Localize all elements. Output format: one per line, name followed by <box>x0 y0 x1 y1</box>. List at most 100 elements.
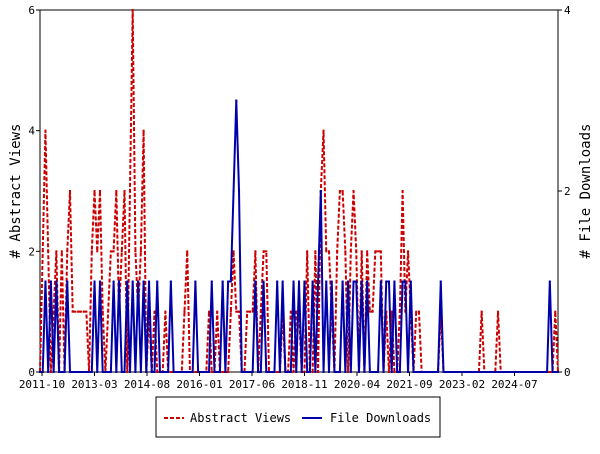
point-abstract-views <box>238 310 241 313</box>
point-abstract-views <box>292 371 295 373</box>
point-file-downloads <box>325 280 328 283</box>
point-file-downloads <box>483 371 486 373</box>
point-file-downloads <box>71 371 74 373</box>
legend-label-abstract-views: Abstract Views <box>190 411 291 425</box>
point-abstract-views <box>311 371 314 373</box>
point-file-downloads <box>77 371 80 373</box>
point-file-downloads <box>238 190 241 192</box>
point-file-downloads <box>387 280 390 283</box>
point-abstract-views <box>327 250 330 253</box>
point-file-downloads <box>357 371 360 373</box>
point-file-downloads <box>475 371 478 373</box>
point-file-downloads <box>259 371 262 373</box>
point-abstract-views <box>93 190 96 192</box>
x-tick-label: 2017-06 <box>229 378 275 391</box>
point-file-downloads <box>68 371 71 373</box>
point-file-downloads <box>352 280 355 283</box>
point-abstract-views <box>554 310 557 313</box>
point-file-downloads <box>453 371 456 373</box>
point-abstract-views <box>68 190 71 192</box>
point-file-downloads <box>480 371 483 373</box>
point-file-downloads <box>175 371 178 373</box>
x-tick-label: 2020-04 <box>334 378 381 391</box>
point-abstract-views <box>120 250 123 253</box>
point-file-downloads <box>47 371 50 373</box>
point-abstract-views <box>366 250 369 253</box>
point-file-downloads <box>104 371 107 373</box>
point-file-downloads <box>66 280 69 283</box>
point-file-downloads <box>191 371 194 373</box>
point-file-downloads <box>205 371 208 373</box>
point-abstract-views <box>128 190 131 192</box>
x-tick-label: 2011-10 <box>19 378 65 391</box>
point-abstract-views <box>71 310 74 313</box>
point-file-downloads <box>284 371 287 373</box>
point-file-downloads <box>178 371 181 373</box>
point-file-downloads <box>382 371 385 373</box>
point-file-downloads <box>543 371 546 373</box>
point-file-downloads <box>529 371 532 373</box>
point-file-downloads <box>164 371 167 373</box>
point-abstract-views <box>355 250 358 253</box>
point-file-downloads <box>546 371 549 373</box>
point-file-downloads <box>115 371 118 373</box>
point-abstract-views <box>374 250 377 253</box>
point-abstract-views <box>349 250 352 253</box>
point-file-downloads <box>507 371 510 373</box>
point-abstract-views <box>341 190 344 192</box>
legend-label-file-downloads: File Downloads <box>330 411 431 425</box>
point-file-downloads <box>232 190 235 192</box>
point-file-downloads <box>221 280 224 283</box>
point-file-downloads <box>437 371 440 373</box>
point-file-downloads <box>96 371 99 373</box>
point-file-downloads <box>194 280 197 283</box>
point-file-downloads <box>379 280 382 283</box>
point-file-downloads <box>355 280 358 283</box>
point-file-downloads <box>169 280 172 283</box>
point-abstract-views <box>347 371 350 373</box>
point-file-downloads <box>262 280 265 283</box>
point-file-downloads <box>112 280 115 283</box>
point-file-downloads <box>360 280 363 283</box>
point-abstract-views <box>194 371 197 373</box>
point-file-downloads <box>268 371 271 373</box>
point-abstract-views <box>235 310 238 313</box>
point-file-downloads <box>467 371 470 373</box>
point-file-downloads <box>139 371 142 373</box>
axis-layer: 0 2 4 6 0 2 4 2011-10 2013-03 2014-08 2016-01 2017-… <box>19 4 571 391</box>
point-file-downloads <box>477 371 480 373</box>
point-abstract-views <box>85 310 88 313</box>
x-tick-label: 2023-02 <box>439 378 485 391</box>
point-file-downloads <box>551 371 554 373</box>
point-file-downloads <box>314 371 317 373</box>
point-abstract-views <box>115 190 118 192</box>
point-file-downloads <box>98 280 101 283</box>
point-file-downloads <box>197 371 200 373</box>
point-file-downloads <box>442 371 445 373</box>
point-file-downloads <box>409 280 412 283</box>
point-abstract-views <box>229 310 232 313</box>
point-file-downloads <box>518 371 521 373</box>
point-file-downloads <box>488 371 491 373</box>
point-abstract-views <box>101 310 104 313</box>
point-abstract-views <box>259 310 262 313</box>
point-file-downloads <box>502 371 505 373</box>
point-file-downloads <box>60 371 63 373</box>
point-abstract-views <box>417 310 420 313</box>
point-file-downloads <box>158 371 161 373</box>
point-file-downloads <box>289 371 292 373</box>
point-file-downloads <box>434 371 437 373</box>
x-tick-label: 2018-11 <box>281 378 327 391</box>
point-abstract-views <box>360 250 363 253</box>
point-file-downloads <box>128 371 131 373</box>
point-abstract-views <box>325 250 328 253</box>
point-abstract-views <box>368 310 371 313</box>
point-abstract-views <box>142 129 145 132</box>
point-file-downloads <box>486 371 489 373</box>
point-abstract-views <box>379 250 382 253</box>
point-file-downloads <box>341 280 344 283</box>
point-abstract-views <box>210 371 213 373</box>
point-file-downloads <box>74 371 77 373</box>
point-file-downloads <box>134 371 137 373</box>
